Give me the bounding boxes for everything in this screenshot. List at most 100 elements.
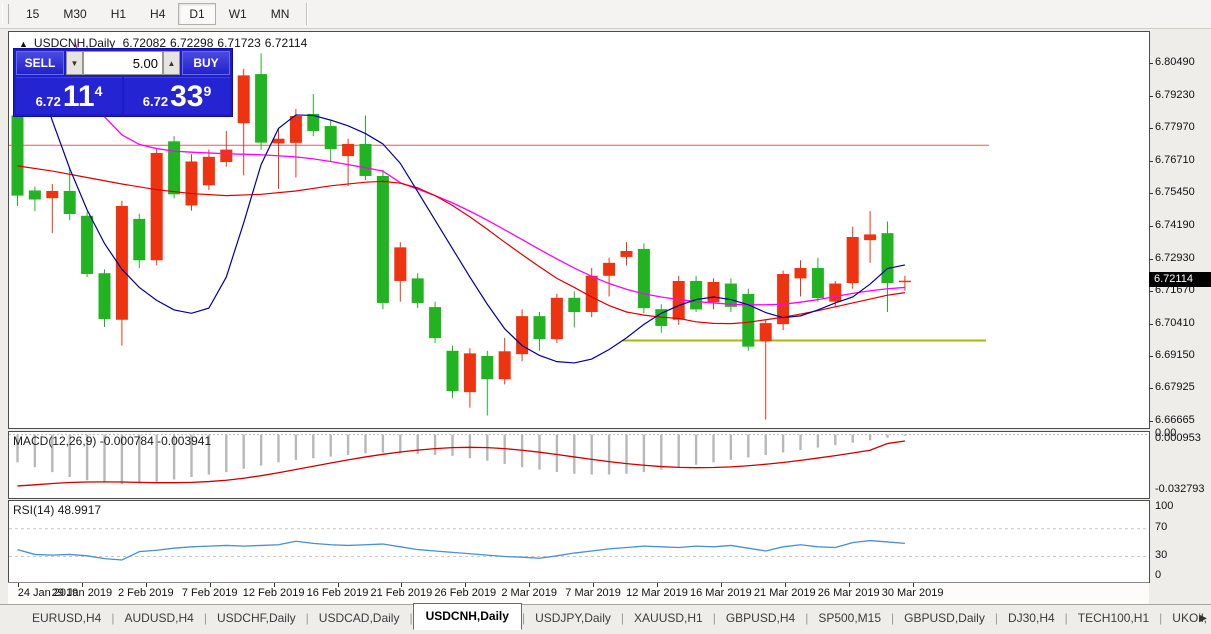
candle — [81, 215, 94, 274]
candle — [11, 115, 24, 196]
candle — [533, 316, 546, 340]
price-axis-label: 6.79230 — [1155, 88, 1195, 101]
chart-tab-xauusd-h1[interactable]: XAUUSD,H1 — [634, 610, 703, 625]
date-axis[interactable]: 24 Jan 2019 29 Jan 2019 2 Feb 2019 7 Feb 20… — [8, 582, 1149, 604]
timeframe-button-d1[interactable]: D1 — [178, 3, 216, 25]
axis-tick — [1149, 193, 1153, 195]
chart-tab-bar: EURUSD,H4 | AUDUSD,H4 | USDCHF,Daily | USDCAD,… — [0, 603, 1211, 630]
candle — [220, 149, 233, 163]
rsi-chart-canvas[interactable] — [9, 501, 1147, 580]
date-tick — [720, 583, 722, 587]
chart-tab-ukoil-[interactable]: UKOil, — [1172, 610, 1207, 625]
chart-tab-dj30-h4[interactable]: DJ30,H4 — [1007, 610, 1055, 625]
candle — [707, 281, 720, 303]
candle — [846, 237, 859, 284]
price-axis[interactable]: 6.72114 6.80490 6.79230 6.77970 6.76710 6.75… — [1149, 31, 1211, 582]
timeframe-button-h1[interactable]: H1 — [110, 7, 127, 21]
candlestick-chart-canvas[interactable] — [9, 32, 1147, 426]
ohlc-low: 6.71723 — [217, 36, 261, 50]
date-axis-label: 30 Mar 2019 — [881, 587, 944, 599]
date-tick — [465, 583, 467, 587]
date-axis-label: 12 Mar 2019 — [626, 587, 688, 599]
date-axis-label: 12 Feb 2019 — [242, 587, 305, 599]
axis-tick — [1149, 63, 1153, 64]
price-axis-label: 6.67925 — [1155, 380, 1195, 393]
tab-scroll-right-icon[interactable]: ▶ — [1199, 613, 1207, 624]
candle — [864, 234, 877, 241]
chart-tab-usdchf-daily[interactable]: USDCHF,Daily — [216, 610, 296, 625]
volume-up-button[interactable]: ▲ — [163, 51, 180, 75]
price-axis-label: 6.70410 — [1155, 316, 1195, 329]
timeframe-button-w1[interactable]: W1 — [228, 7, 247, 21]
candle — [168, 141, 181, 195]
candle — [481, 355, 494, 380]
candle — [620, 250, 633, 257]
date-axis-label: 21 Mar 2019 — [753, 587, 816, 599]
price-axis-label: 6.71670 — [1155, 284, 1195, 297]
macd-label: MACD(12,26,9) -0.000784 -0.003941 — [13, 434, 212, 448]
chart-tab-usdjpy-daily[interactable]: USDJPY,Daily — [535, 610, 611, 625]
candle — [550, 297, 563, 340]
timeframe-button-m30[interactable]: M30 — [63, 7, 87, 21]
candle — [185, 161, 198, 206]
axis-tick — [1149, 95, 1153, 97]
date-axis-label: 26 Feb 2019 — [434, 587, 497, 599]
chart-tab-sp500-m15[interactable]: SP500,M15 — [818, 610, 882, 625]
chart-tab-usdcad-daily[interactable]: USDCAD,Daily — [318, 610, 400, 625]
date-tick — [593, 583, 595, 587]
date-tick — [209, 583, 211, 587]
volume-down-button[interactable]: ▼ — [66, 51, 83, 75]
toolbar-grip[interactable] — [2, 4, 9, 24]
date-tick — [337, 583, 339, 587]
timeframe-button-mn[interactable]: MN — [270, 7, 290, 21]
chart-tab-eurusd-h4[interactable]: EURUSD,H4 — [32, 610, 102, 625]
chart-tab-gbpusd-h4[interactable]: GBPUSD,H4 — [725, 610, 796, 625]
date-axis-label: 2 Feb 2019 — [117, 587, 174, 599]
date-axis-label: 16 Mar 2019 — [690, 587, 752, 599]
chart-tab-audusd-h4[interactable]: AUDUSD,H4 — [124, 610, 194, 625]
date-axis-label: 29 Jan 2019 — [51, 587, 113, 599]
sell-button[interactable]: SELL — [16, 51, 64, 75]
ask-price-panel[interactable]: 6.72 33 9 — [124, 77, 230, 114]
timeframe-button-15[interactable]: 15 — [26, 7, 40, 21]
macd-chart-canvas[interactable] — [9, 432, 1147, 496]
date-axis-label: 7 Feb 2019 — [181, 587, 238, 599]
rsi-indicator-panel[interactable]: RSI(14) 48.9917 — [8, 500, 1150, 583]
axis-tick — [1149, 420, 1153, 422]
buy-button[interactable]: BUY — [182, 51, 230, 75]
ask-pip-digit: 9 — [203, 83, 212, 99]
candle — [342, 143, 355, 157]
candle — [115, 205, 128, 320]
macd-indicator-panel[interactable]: MACD(12,26,9) -0.000784 -0.003941 — [8, 431, 1150, 499]
candle — [150, 152, 163, 261]
tab-separator: | — [521, 610, 526, 625]
volume-input[interactable] — [83, 51, 163, 75]
candle — [672, 280, 685, 320]
tab-separator: | — [1159, 610, 1163, 625]
price-axis-label: 6.66665 — [1155, 413, 1195, 426]
chart-tab-gbpusd-daily[interactable]: GBPUSD,Daily — [904, 610, 985, 625]
bid-price-panel[interactable]: 6.72 11 4 — [16, 77, 122, 114]
chart-tab-usdcnh-daily[interactable]: USDCNH,Daily — [412, 603, 522, 630]
tab-separator: | — [111, 610, 115, 625]
candle — [411, 278, 424, 303]
tab-separator: | — [712, 610, 716, 625]
rsi-axis-label: 100 — [1155, 500, 1174, 512]
tab-separator: | — [1064, 610, 1068, 625]
main-chart-panel[interactable]: ▲ USDCNH,Daily 6.72082 6.72298 6.71723 6.721… — [8, 31, 1150, 429]
date-tick — [273, 583, 275, 587]
chart-symbol-period: USDCNH,Daily — [33, 36, 116, 50]
bid-big-digits: 11 — [62, 80, 95, 113]
date-axis-label: 7 Mar 2019 — [565, 587, 621, 599]
date-tick — [401, 583, 403, 587]
price-axis-label: 6.75450 — [1155, 186, 1195, 199]
price-axis-label: 6.74190 — [1155, 218, 1195, 231]
timeframe-button-h4[interactable]: H4 — [150, 7, 166, 21]
candle — [46, 190, 59, 199]
symbol-marker-icon: ▲ — [19, 39, 28, 49]
ohlc-close: 6.72114 — [264, 36, 308, 50]
rsi-axis-label: 30 — [1155, 548, 1168, 561]
chart-tab-tech100-h1[interactable]: TECH100,H1 — [1077, 610, 1150, 625]
one-click-trading-widget: SELL ▼ ▲ BUY 6.72 11 4 6.72 33 9 — [13, 48, 233, 117]
date-tick — [657, 583, 658, 587]
